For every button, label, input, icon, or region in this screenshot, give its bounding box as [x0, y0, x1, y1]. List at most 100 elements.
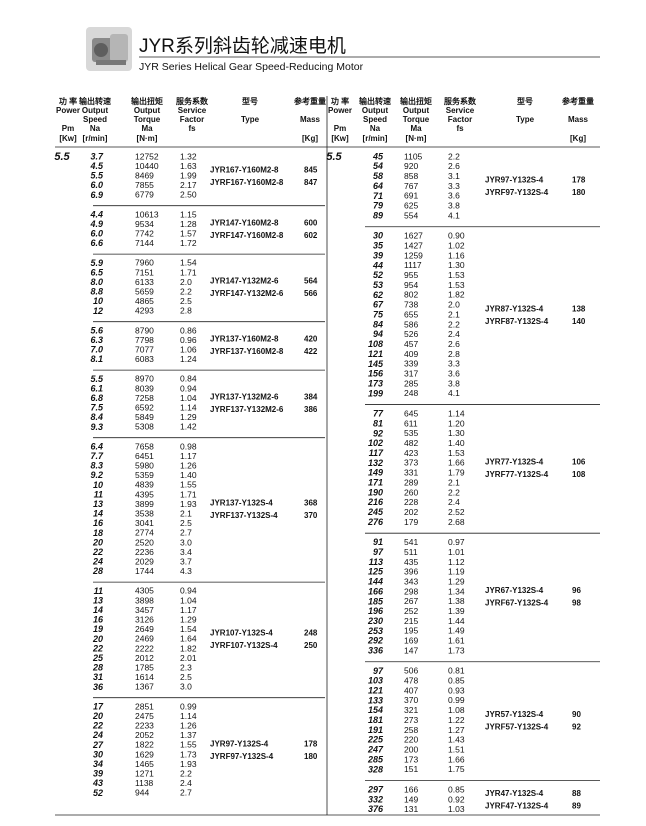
service-factor: 1.53 — [448, 448, 465, 458]
torque: 5980 — [135, 460, 154, 470]
speed: 156 — [368, 369, 384, 379]
mass: 140 — [572, 317, 586, 326]
column-header: Torque — [403, 115, 430, 124]
torque: 802 — [404, 290, 418, 300]
column-header: 输出扭矩 — [131, 96, 163, 106]
mass: 564 — [304, 277, 318, 286]
torque: 8970 — [135, 374, 154, 384]
subtitle: JYR Series Helical Gear Speed-Reducing M… — [139, 61, 364, 73]
model-type: JYRF57-Y132S-4 — [485, 722, 549, 731]
torque: 3899 — [135, 499, 154, 509]
service-factor: 2.7 — [180, 528, 192, 538]
speed: 20 — [92, 634, 103, 644]
service-factor: 3.6 — [448, 369, 460, 379]
service-factor: 1.06 — [180, 344, 197, 354]
service-factor: 1.99 — [180, 170, 197, 180]
speed: 7.0 — [90, 345, 103, 355]
speed: 102 — [368, 438, 383, 448]
torque: 173 — [404, 754, 418, 764]
torque: 2233 — [135, 720, 154, 730]
torque: 1105 — [404, 151, 423, 161]
torque: 370 — [404, 695, 418, 705]
mass: 370 — [304, 511, 318, 520]
speed: 16 — [93, 518, 104, 528]
speed: 30 — [93, 749, 103, 759]
torque: 339 — [404, 359, 418, 369]
mass: 96 — [572, 586, 581, 595]
column-header: 参考重量 — [293, 96, 326, 106]
model-type: JYR147-Y160M2-8 — [210, 219, 279, 228]
service-factor: 1.16 — [448, 250, 465, 260]
speed: 332 — [368, 794, 383, 804]
speed: 5.6 — [90, 325, 104, 335]
column-header: 型号 — [517, 96, 533, 106]
service-factor: 0.99 — [180, 701, 197, 711]
speed: 6.4 — [90, 441, 103, 451]
torque: 5849 — [135, 412, 154, 422]
mass: 108 — [572, 470, 586, 479]
speed: 81 — [373, 418, 383, 428]
speed: 67 — [373, 300, 384, 310]
torque: 1117 — [404, 260, 422, 270]
model-type: JYR47-Y132S-4 — [485, 789, 544, 798]
speed: 77 — [373, 409, 384, 419]
speed: 52 — [373, 270, 383, 280]
torque: 3538 — [135, 508, 154, 518]
mass: 368 — [304, 499, 318, 508]
torque: 260 — [404, 487, 418, 497]
service-factor: 3.0 — [180, 682, 192, 692]
service-factor: 1.08 — [448, 705, 465, 715]
torque: 645 — [404, 408, 418, 418]
speed: 285 — [367, 754, 384, 764]
torque: 955 — [404, 270, 418, 280]
speed: 149 — [368, 468, 383, 478]
torque: 625 — [404, 201, 418, 211]
service-factor: 0.85 — [448, 676, 465, 686]
service-factor: 0.84 — [180, 374, 197, 384]
torque: 5659 — [135, 286, 154, 296]
service-factor: 2.4 — [448, 497, 460, 507]
service-factor: 1.63 — [180, 161, 197, 171]
speed: 191 — [368, 725, 383, 735]
torque: 4305 — [135, 586, 154, 596]
service-factor: 1.66 — [448, 754, 465, 764]
speed: 7.5 — [90, 403, 104, 413]
torque: 179 — [404, 517, 418, 527]
speed: 24 — [92, 557, 103, 567]
torque: 655 — [404, 309, 418, 319]
model-type: JYRF137-Y132M2-6 — [210, 405, 284, 414]
service-factor: 3.4 — [180, 547, 192, 557]
torque: 7742 — [135, 228, 154, 238]
torque: 954 — [404, 280, 418, 290]
speed: 36 — [93, 682, 104, 692]
speed: 247 — [367, 745, 384, 755]
column-header: Na — [370, 124, 381, 133]
title: JYR系列斜齿轮减速电机 — [139, 35, 346, 57]
speed: 8.1 — [90, 354, 103, 364]
torque: 195 — [404, 626, 418, 636]
torque: 8790 — [135, 325, 154, 335]
torque: 1427 — [404, 240, 423, 250]
service-factor: 1.02 — [448, 240, 465, 250]
speed: 7.7 — [90, 451, 104, 461]
speed: 11 — [94, 489, 103, 499]
torque: 7258 — [135, 393, 154, 403]
model-type: JYR137-Y160M2-8 — [210, 335, 279, 344]
mass: 178 — [572, 176, 586, 185]
torque: 1259 — [404, 250, 423, 260]
torque: 1629 — [135, 749, 154, 759]
torque: 6779 — [135, 190, 154, 200]
speed: 6.0 — [90, 180, 103, 190]
torque: 2469 — [135, 634, 154, 644]
service-factor: 3.0 — [180, 537, 192, 547]
model-type: JYRF147-Y132M2-6 — [210, 289, 284, 298]
speed: 10 — [93, 480, 103, 490]
speed: 62 — [373, 290, 383, 300]
speed: 6.3 — [90, 335, 103, 345]
torque: 10440 — [135, 161, 159, 171]
speed: 53 — [373, 280, 383, 290]
service-factor: 2.52 — [448, 507, 465, 517]
column-header: 功 率 — [331, 96, 349, 106]
speed: 34 — [93, 759, 103, 769]
